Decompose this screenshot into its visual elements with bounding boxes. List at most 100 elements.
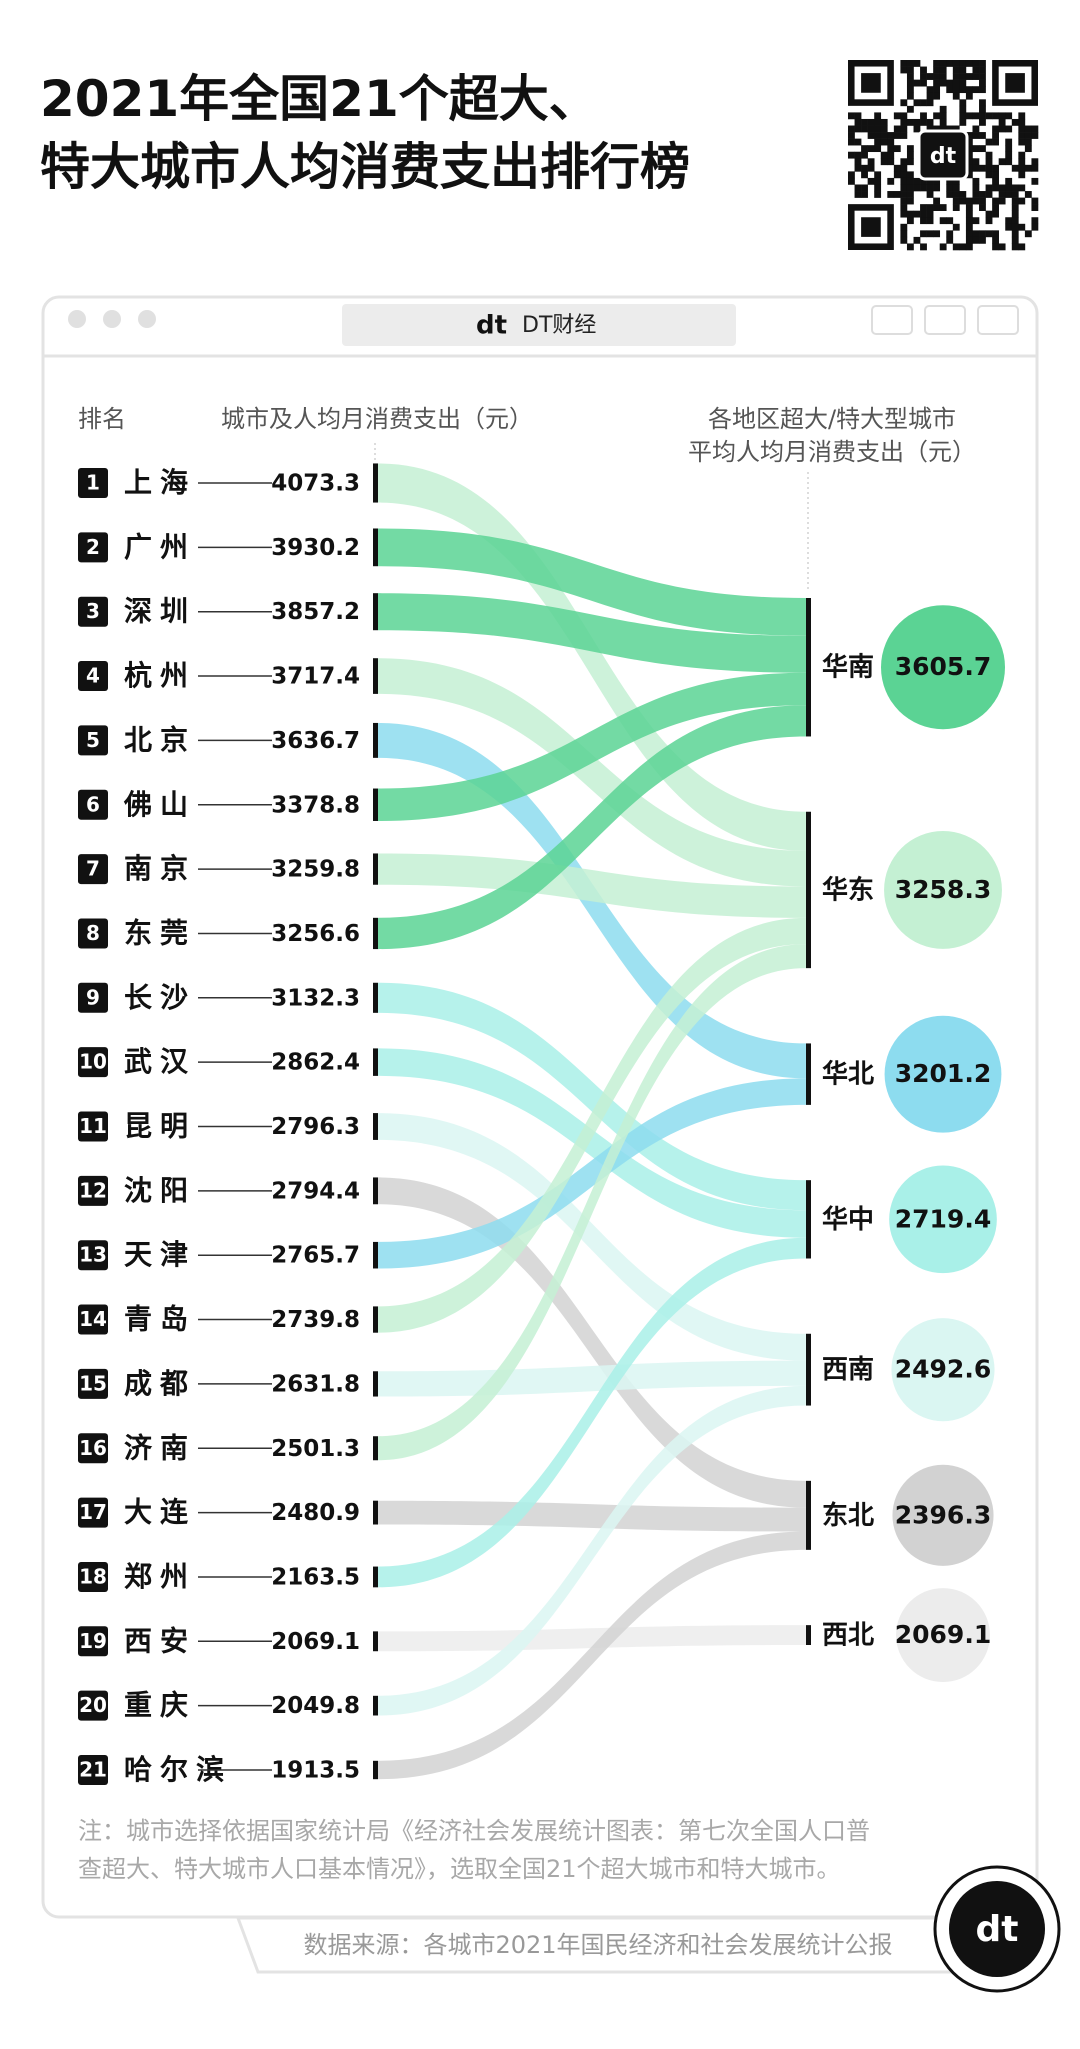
- qr-cell: [998, 118, 1006, 126]
- city-bar: [373, 1371, 378, 1397]
- qr-finder: [861, 217, 881, 237]
- qr-cell: [861, 191, 868, 198]
- qr-cell: [1018, 243, 1026, 251]
- qr-cell: [959, 60, 967, 67]
- region-circle: [884, 831, 1002, 949]
- qr-cell: [998, 112, 1006, 120]
- qr-cell: [979, 145, 986, 153]
- qr-cell: [1018, 197, 1026, 205]
- qr-cell: [952, 92, 960, 100]
- qr-cell: [854, 158, 862, 166]
- qr-cell: [959, 191, 967, 198]
- qr-cell: [979, 191, 986, 198]
- region-name: 西北: [822, 1621, 874, 1651]
- qr-cell: [979, 164, 986, 172]
- qr-cell: [979, 66, 986, 74]
- qr-cell: [1005, 158, 1013, 166]
- qr-cell: [1018, 184, 1026, 192]
- qr-cell: [893, 145, 901, 153]
- qr-cell: [880, 138, 888, 146]
- qr-cell: [1011, 191, 1019, 198]
- flow: [378, 1237, 806, 1588]
- qr-cell: [880, 118, 888, 126]
- qr-cell: [874, 184, 882, 192]
- qr-cell: [939, 217, 947, 225]
- qr-cell: [952, 243, 960, 251]
- rank-box: [78, 918, 108, 949]
- qr-cell: [998, 158, 1006, 166]
- qr-cell: [1005, 112, 1013, 120]
- qr-cell: [1024, 145, 1032, 153]
- qr-cell: [854, 125, 862, 133]
- qr-cell: [946, 217, 954, 225]
- city-bar: [373, 463, 378, 503]
- qr-cell: [900, 184, 908, 192]
- qr-cell: [979, 197, 986, 205]
- address-pill: [342, 304, 736, 346]
- rank: 6: [86, 792, 100, 816]
- qr-cell: [952, 177, 960, 185]
- qr-cell: [965, 92, 973, 100]
- city-value: 2796.3: [271, 1114, 360, 1140]
- qr-cell: [874, 138, 882, 146]
- region-circle: [884, 1015, 1002, 1133]
- city-name: 佛山: [123, 788, 196, 821]
- qr-cell: [952, 204, 960, 211]
- qr-cell: [965, 210, 973, 218]
- flow: [378, 672, 806, 821]
- qr-cell: [979, 79, 986, 87]
- city-bar: [373, 1177, 378, 1205]
- qr-cell: [985, 210, 993, 218]
- rank: 16: [79, 1436, 107, 1460]
- region-name: 西南: [822, 1355, 874, 1385]
- qr-cell: [972, 125, 980, 133]
- qr-cell: [874, 118, 882, 126]
- qr-cell: [1005, 191, 1013, 198]
- region-bar: [806, 1480, 811, 1550]
- logo-text: dt: [976, 1909, 1019, 1950]
- qr-cell: [913, 184, 921, 192]
- qr-cell: [926, 73, 934, 80]
- qr-cell: [1031, 223, 1039, 231]
- qr-cell: [1011, 236, 1019, 244]
- region-bar: [806, 1625, 811, 1645]
- qr-cell: [959, 79, 967, 87]
- qr-cell: [900, 99, 908, 107]
- region-value: 2396.3: [895, 1500, 991, 1529]
- qr-cell: [887, 132, 895, 139]
- region-bar: [806, 1043, 811, 1105]
- qr-cell: [900, 132, 908, 139]
- qr-cell: [998, 197, 1006, 205]
- city-bar: [373, 982, 378, 1013]
- qr-cell: [1005, 223, 1013, 231]
- qr-cell: [1031, 158, 1039, 166]
- qr-cell: [933, 230, 941, 238]
- qr-cell: [893, 125, 901, 133]
- qr-cell: [1005, 145, 1013, 153]
- region-header: 平均人均月消费支出（元）: [688, 438, 976, 466]
- qr-cell: [1011, 243, 1019, 251]
- qr-cell: [861, 171, 868, 179]
- qr-cell: [1031, 197, 1039, 205]
- qr-cell: [939, 112, 947, 120]
- city-bar: [373, 1306, 378, 1333]
- city-value: 2765.7: [271, 1243, 360, 1269]
- qr-cell: [979, 86, 986, 94]
- qr-cell: [933, 204, 941, 211]
- qr-cell: [992, 171, 999, 179]
- qr-cell: [887, 145, 895, 153]
- qr-cell: [965, 223, 973, 231]
- city-bar: [373, 1436, 378, 1461]
- qr-cell: [893, 191, 901, 198]
- rank: 3: [86, 599, 100, 623]
- qr-cell: [861, 118, 868, 126]
- qr-cell: [906, 158, 914, 166]
- city-value: 3378.8: [271, 792, 360, 818]
- qr-cell: [985, 171, 993, 179]
- qr-cell: [920, 112, 927, 120]
- qr-cell: [1018, 125, 1026, 133]
- qr-cell: [906, 184, 914, 192]
- qr-cell: [939, 66, 947, 74]
- qr-finder: [848, 60, 894, 106]
- qr-cell: [933, 66, 941, 74]
